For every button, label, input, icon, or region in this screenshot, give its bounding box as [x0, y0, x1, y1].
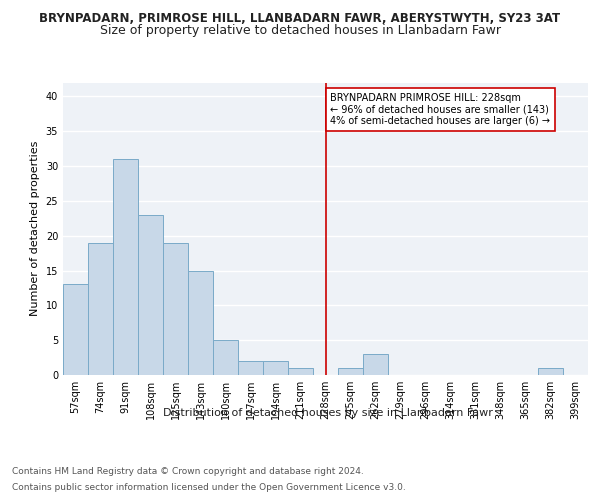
Text: BRYNPADARN, PRIMROSE HILL, LLANBADARN FAWR, ABERYSTWYTH, SY23 3AT: BRYNPADARN, PRIMROSE HILL, LLANBADARN FA…: [40, 12, 560, 26]
Y-axis label: Number of detached properties: Number of detached properties: [30, 141, 40, 316]
Text: Contains public sector information licensed under the Open Government Licence v3: Contains public sector information licen…: [12, 484, 406, 492]
Text: Distribution of detached houses by size in Llanbadarn Fawr: Distribution of detached houses by size …: [163, 408, 493, 418]
Text: Size of property relative to detached houses in Llanbadarn Fawr: Size of property relative to detached ho…: [100, 24, 500, 37]
Text: Contains HM Land Registry data © Crown copyright and database right 2024.: Contains HM Land Registry data © Crown c…: [12, 467, 364, 476]
Bar: [213, 340, 238, 375]
Bar: [63, 284, 88, 375]
Bar: [363, 354, 388, 375]
Bar: [138, 215, 163, 375]
Bar: [88, 242, 113, 375]
Bar: [113, 159, 138, 375]
Bar: [338, 368, 363, 375]
Bar: [288, 368, 313, 375]
Bar: [238, 361, 263, 375]
Bar: [538, 368, 563, 375]
Text: BRYNPADARN PRIMROSE HILL: 228sqm
← 96% of detached houses are smaller (143)
4% o: BRYNPADARN PRIMROSE HILL: 228sqm ← 96% o…: [331, 93, 551, 126]
Bar: [263, 361, 288, 375]
Bar: [163, 242, 188, 375]
Bar: [188, 270, 213, 375]
